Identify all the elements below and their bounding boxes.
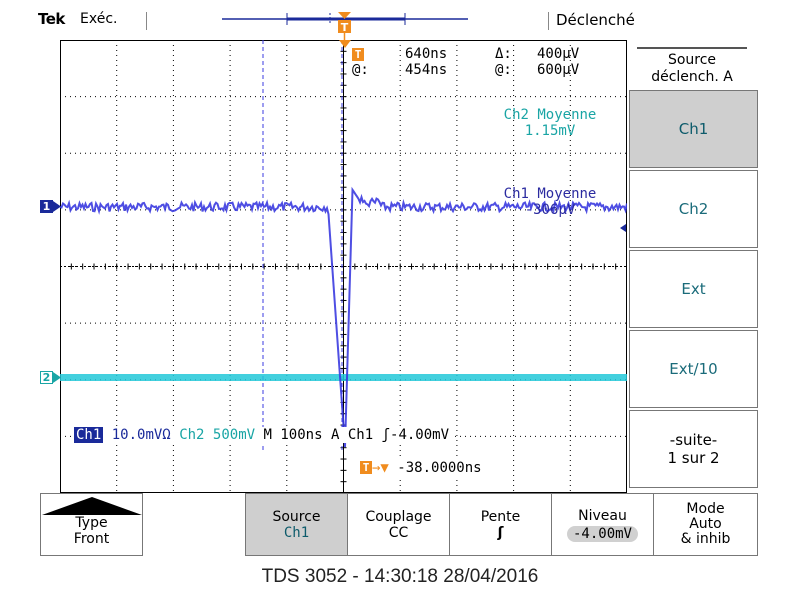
ch1-mean-label: Ch1 Moyenne xyxy=(503,186,597,202)
ch1-trace xyxy=(60,186,627,448)
ch2-trace xyxy=(60,374,627,381)
level-value: -4.00mV xyxy=(566,525,638,542)
volt-at-label: @: xyxy=(495,62,512,78)
level-button[interactable]: Niveau -4.00mV xyxy=(551,493,654,556)
volt-delta-label: Δ: xyxy=(495,46,512,62)
level-label: Niveau xyxy=(578,507,627,524)
status-separator xyxy=(548,12,549,30)
type-value: Front xyxy=(73,530,110,547)
time-at-label: @: xyxy=(352,62,369,78)
slope-label: Pente xyxy=(480,508,521,525)
trigger-position-icon: T xyxy=(338,12,351,34)
arrow-right-icon: →▼ xyxy=(372,460,389,476)
coupling-button[interactable]: Couplage CC xyxy=(347,493,450,556)
waveform-area xyxy=(60,40,627,450)
time-delta-value: 640ns xyxy=(405,46,448,62)
triangle-up-icon xyxy=(41,496,142,515)
side-button-more[interactable]: -suite- 1 sur 2 xyxy=(629,410,758,488)
trigger-source-readout: Ch1 xyxy=(347,427,374,443)
ch1-scale-tag: Ch1 xyxy=(74,427,104,443)
ch2-mean-label: Ch2 Moyenne xyxy=(503,107,597,123)
rising-edge-icon: ʃ xyxy=(381,427,391,443)
page-indicator: 1 sur 2 xyxy=(667,449,720,467)
side-button-label: Ext xyxy=(681,280,706,298)
run-status: Exéc. xyxy=(80,11,118,27)
side-button-ext10[interactable]: Ext/10 xyxy=(629,330,758,408)
record-length-bar: T xyxy=(222,12,468,41)
side-button-ch1[interactable]: Ch1 xyxy=(629,90,758,168)
ch1-mean-value: -306µV xyxy=(524,202,576,218)
mode-label: Mode xyxy=(686,501,725,517)
mode-button[interactable]: Mode Auto & inhib xyxy=(653,493,758,556)
side-button-ext[interactable]: Ext xyxy=(629,250,758,328)
timebase-value: M 100ns xyxy=(263,427,323,443)
more-label: -suite- xyxy=(669,431,718,449)
type-button[interactable]: Type Front xyxy=(40,493,143,556)
side-menu-title-line2: déclench. A xyxy=(651,69,733,85)
ch2-scale-value: 500mV xyxy=(212,427,256,443)
time-cursor-icon: T xyxy=(352,48,364,61)
time-at-value: 454ns xyxy=(405,62,448,78)
mode-holdoff: & inhib xyxy=(680,531,731,547)
scale-info-line: Ch1 10.0mVΩ Ch2 500mV M 100ns A Ch1 ʃ-4.… xyxy=(72,427,452,443)
coupling-label: Couplage xyxy=(365,508,432,525)
svg-text:T: T xyxy=(341,21,349,34)
side-button-label: Ch2 xyxy=(678,200,709,218)
source-button[interactable]: Source Ch1 xyxy=(245,493,348,556)
ch1-ground-marker[interactable]: 1 xyxy=(40,200,53,213)
trigger-state: Déclenché xyxy=(556,11,635,29)
footer-caption: TDS 3052 - 14:30:18 28/04/2016 xyxy=(261,566,539,587)
trigger-mode: A xyxy=(330,427,340,443)
source-label: Source xyxy=(272,508,321,525)
coupling-value: CC xyxy=(388,524,409,541)
side-button-ch2[interactable]: Ch2 xyxy=(629,170,758,248)
ch1-scale-value: 10.0mVΩ xyxy=(111,427,171,443)
side-button-label: Ext/10 xyxy=(669,360,718,378)
brand-logo: Tek xyxy=(38,10,65,28)
horizontal-position-line: T →▼ -38.0000ns xyxy=(360,460,482,476)
trigger-t-icon: T xyxy=(360,461,372,474)
ch2-ground-marker[interactable]: 2 xyxy=(40,371,53,384)
slope-button[interactable]: Pente ʃ xyxy=(449,493,552,556)
type-label: Type xyxy=(75,514,108,531)
cursor-time-readout: T xyxy=(352,46,364,62)
volt-delta-value: 400µV xyxy=(537,46,580,62)
side-button-label: Ch1 xyxy=(678,120,709,138)
side-menu-title-line1: Source xyxy=(667,52,717,68)
status-separator xyxy=(146,12,147,30)
trigger-level-icon xyxy=(620,224,626,232)
source-value: Ch1 xyxy=(283,524,310,541)
volt-at-value: 600µV xyxy=(537,62,580,78)
mode-value: Auto xyxy=(689,516,722,532)
horizontal-position-value: -38.0000ns xyxy=(397,460,482,476)
ch1-marker-arrow-icon xyxy=(53,201,61,212)
ch2-mean-value: 1.15mV xyxy=(524,123,576,139)
ch2-scale-tag: Ch2 xyxy=(179,427,205,443)
ch2-marker-arrow-icon xyxy=(53,372,61,383)
rising-slope-icon: ʃ xyxy=(497,524,504,541)
side-menu-title: Source déclench. A xyxy=(637,47,747,86)
trigger-level-readout: -4.00mV xyxy=(390,427,450,443)
trigger-marker-icon xyxy=(339,40,351,48)
